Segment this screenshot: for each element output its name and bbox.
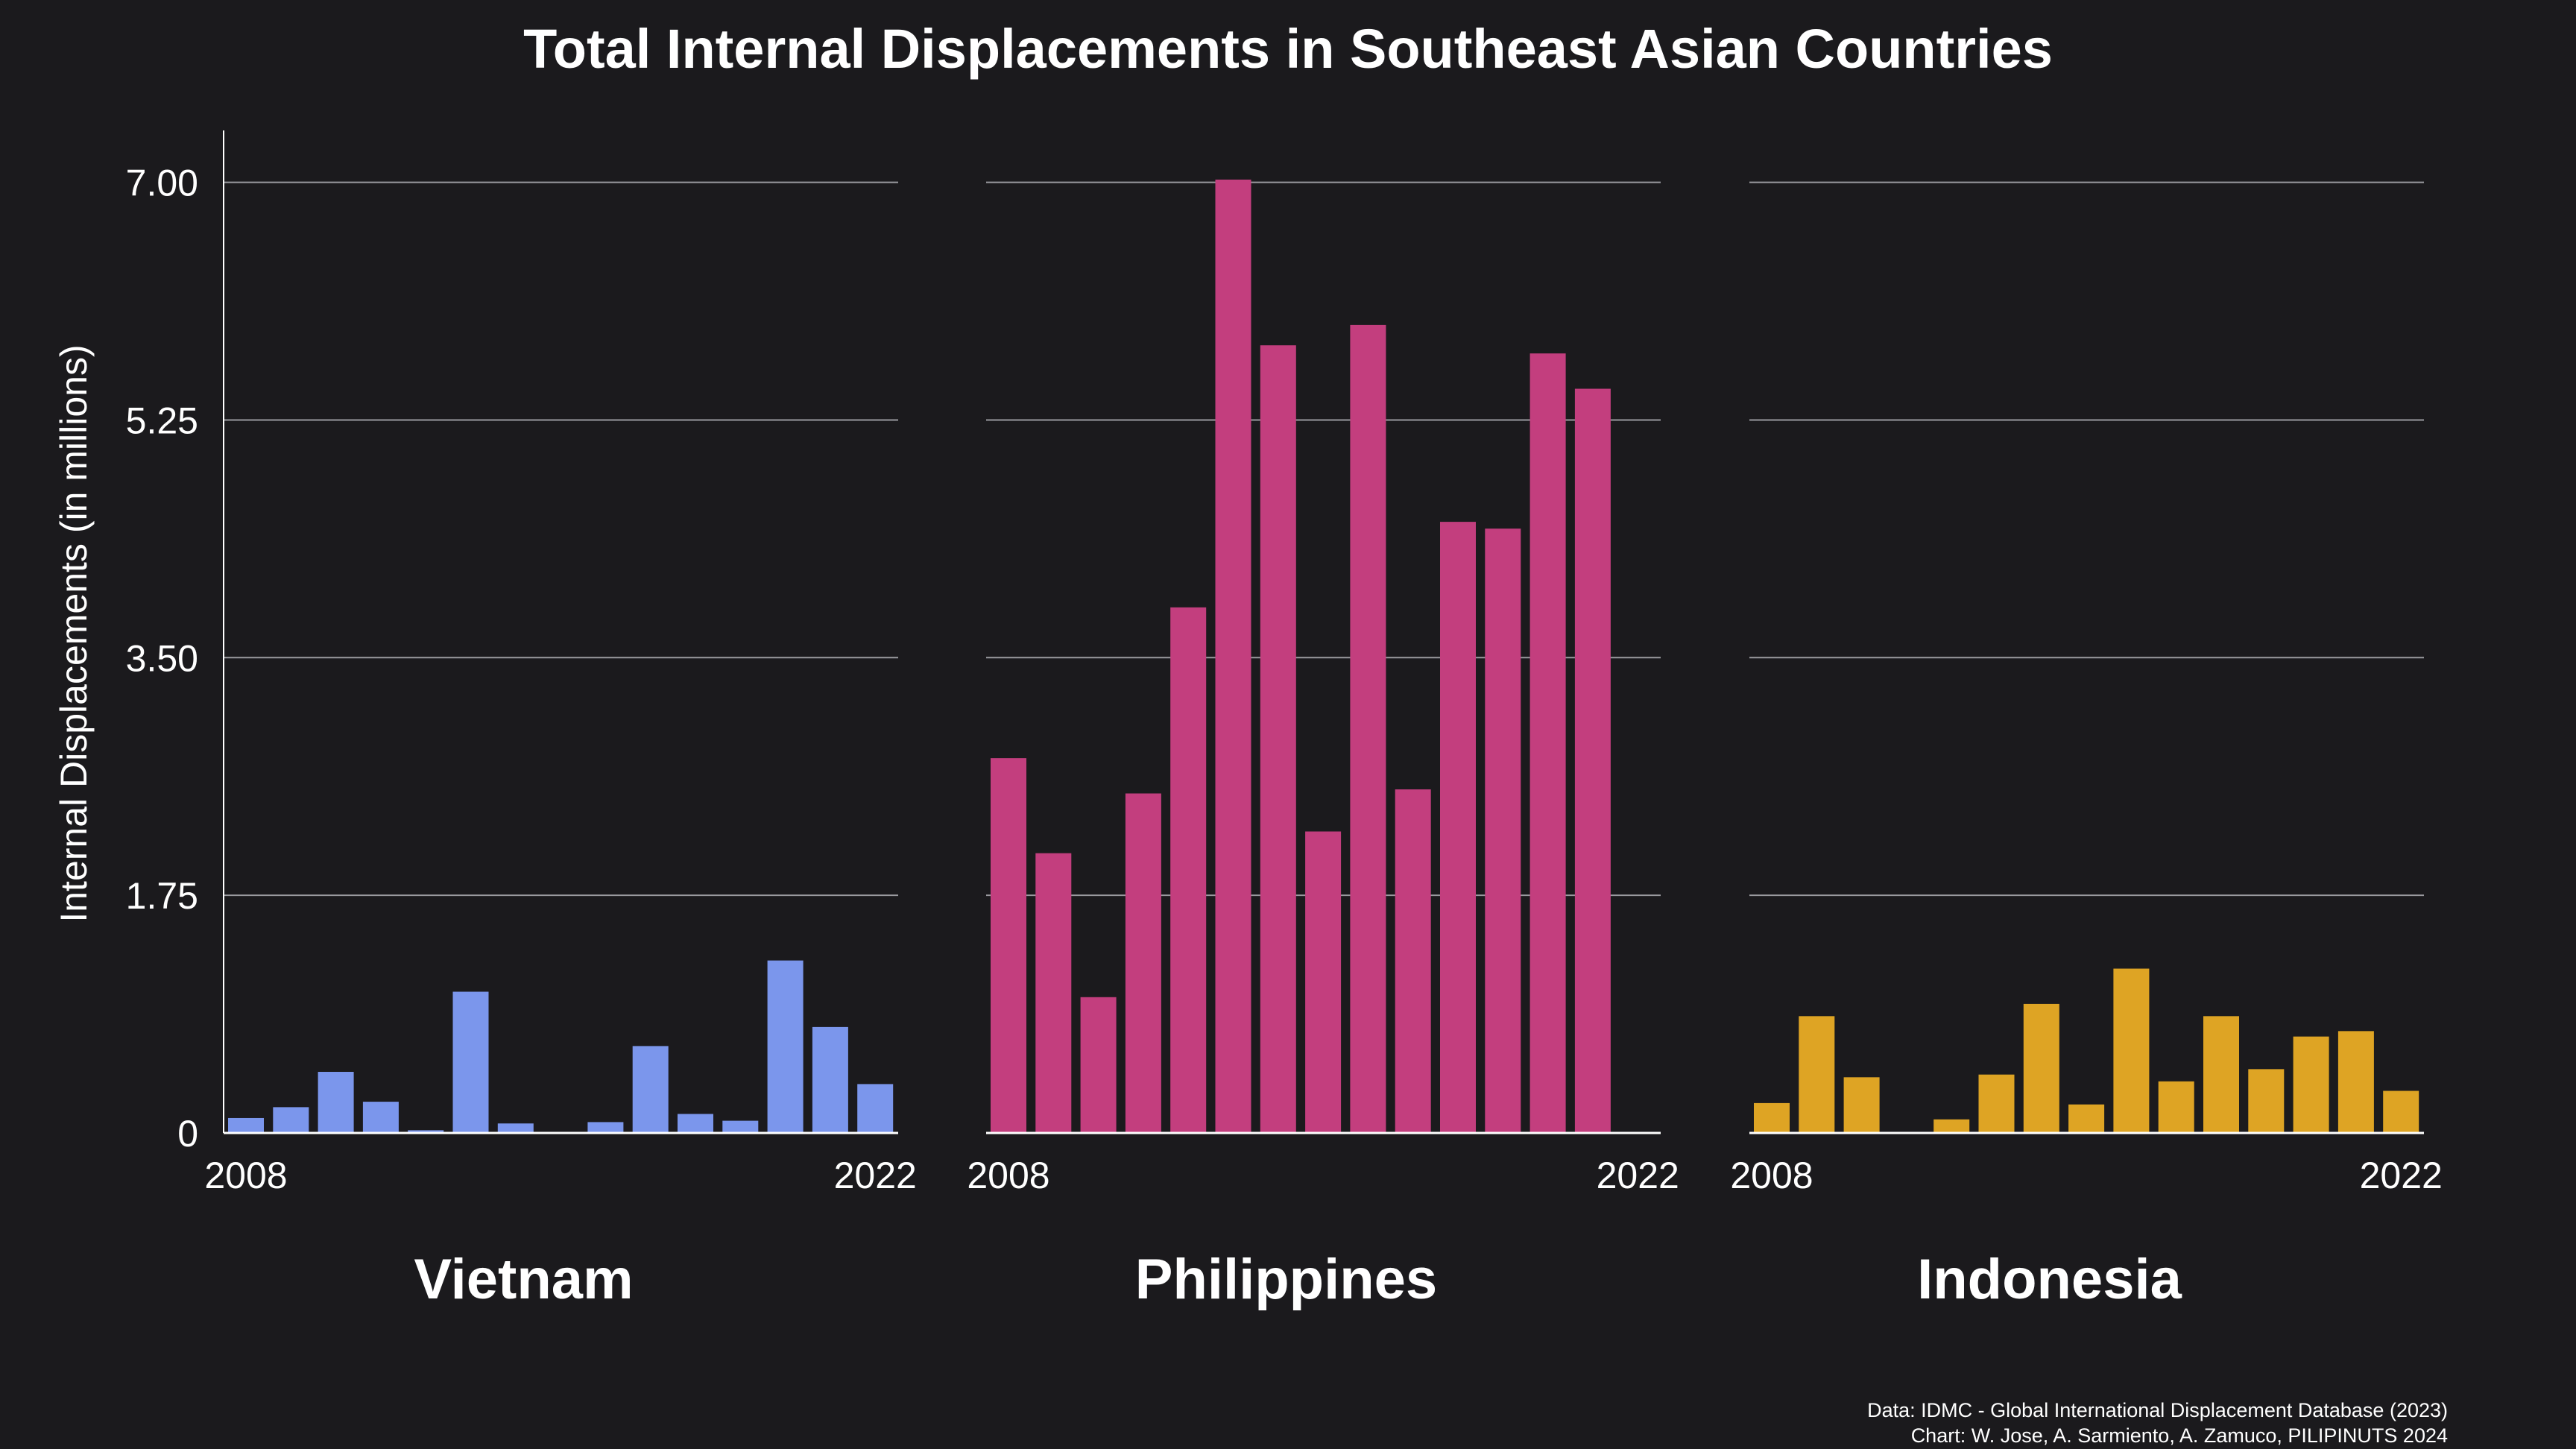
bar bbox=[587, 1122, 624, 1133]
y-tick-label: 7.00 bbox=[126, 162, 198, 204]
bar bbox=[1080, 997, 1117, 1133]
x-tick-label: 2022 bbox=[834, 1155, 917, 1196]
x-tick-label: 2022 bbox=[2360, 1155, 2443, 1196]
y-tick-label: 0 bbox=[177, 1113, 198, 1155]
x-tick-label: 2008 bbox=[967, 1155, 1049, 1196]
bar bbox=[1530, 353, 1566, 1133]
bar bbox=[812, 1026, 848, 1133]
bar bbox=[1395, 789, 1431, 1133]
caption-line-2: Chart: W. Jose, A. Sarmiento, A. Zamuco,… bbox=[1911, 1424, 2448, 1447]
bar bbox=[722, 1120, 759, 1133]
bar bbox=[2023, 1003, 2059, 1133]
y-tick-label: 5.25 bbox=[126, 400, 198, 441]
bar bbox=[318, 1072, 354, 1133]
chart-title: Total Internal Displacements in Southeas… bbox=[523, 18, 2053, 80]
bar bbox=[1215, 179, 1251, 1133]
x-tick-label: 2008 bbox=[1730, 1155, 1813, 1196]
bar bbox=[228, 1117, 264, 1133]
y-axis-label: Internal Displacements (in millions) bbox=[53, 344, 95, 922]
bar bbox=[678, 1114, 713, 1133]
bar bbox=[362, 1102, 399, 1133]
bar bbox=[1125, 793, 1161, 1133]
bar bbox=[2068, 1104, 2105, 1133]
bar bbox=[1260, 345, 1296, 1133]
bar bbox=[1170, 607, 1207, 1133]
y-axis: 0 1.75 3.50 5.25 7.00 bbox=[126, 130, 224, 1155]
panel-indonesia: 2008 2022 Indonesia bbox=[1730, 181, 2443, 1311]
x-tick-label: 2008 bbox=[204, 1155, 287, 1196]
bar bbox=[408, 1130, 444, 1133]
panel-label: Philippines bbox=[1135, 1248, 1437, 1311]
x-tick-label: 2022 bbox=[1597, 1155, 1679, 1196]
bar bbox=[2203, 1016, 2239, 1133]
bar bbox=[1799, 1016, 1835, 1133]
bar bbox=[1933, 1119, 1970, 1133]
y-tick-label: 3.50 bbox=[126, 637, 198, 679]
bar bbox=[452, 991, 489, 1133]
bar bbox=[273, 1107, 309, 1133]
bar bbox=[1843, 1077, 1880, 1133]
bar bbox=[1574, 388, 1611, 1133]
bar bbox=[1035, 853, 1072, 1133]
bar bbox=[767, 960, 804, 1133]
bar bbox=[1978, 1074, 2015, 1133]
bar bbox=[857, 1084, 894, 1133]
bar bbox=[1485, 528, 1521, 1133]
panel-label: Vietnam bbox=[414, 1248, 633, 1311]
panel-vietnam: 2008 2022 Vietnam bbox=[204, 181, 917, 1311]
panel-label: Indonesia bbox=[1917, 1248, 2182, 1311]
bar bbox=[497, 1123, 534, 1133]
panel-philippines: 2008 2022 Philippines bbox=[967, 179, 1679, 1311]
bar bbox=[2293, 1036, 2329, 1133]
bar bbox=[1350, 324, 1386, 1133]
bar bbox=[2248, 1069, 2285, 1133]
caption-line-1: Data: IDMC - Global International Displa… bbox=[1867, 1399, 2448, 1421]
y-tick-label: 1.75 bbox=[126, 875, 198, 917]
bar bbox=[1440, 522, 1476, 1133]
bar bbox=[632, 1046, 669, 1133]
bar bbox=[1305, 831, 1342, 1133]
bar bbox=[2158, 1081, 2194, 1133]
bar bbox=[991, 758, 1026, 1133]
bar bbox=[2383, 1090, 2419, 1133]
bar bbox=[2337, 1031, 2374, 1133]
bar bbox=[1754, 1102, 1790, 1133]
bar bbox=[2113, 968, 2150, 1133]
